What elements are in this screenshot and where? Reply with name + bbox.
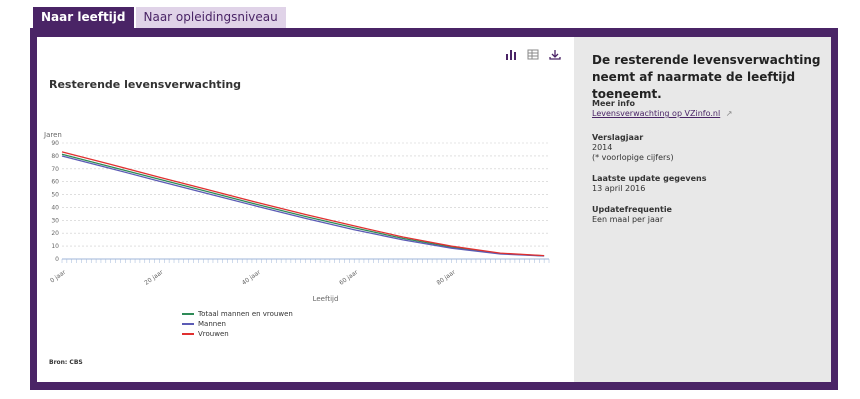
tab-naar-leeftijd[interactable]: Naar leeftijd (33, 7, 134, 28)
series-line-mannen (61, 155, 545, 257)
legend-item-vrouwen[interactable]: Vrouwen (182, 329, 293, 339)
legend-label: Vrouwen (198, 330, 229, 338)
update-label: Laatste update gegevens (592, 174, 707, 183)
tab-naar-opleidingsniveau[interactable]: Naar opleidingsniveau (135, 7, 286, 28)
meer-info-label: Meer info (592, 99, 635, 108)
legend-item-mannen[interactable]: Mannen (182, 319, 293, 329)
source-note: Bron: CBS (49, 359, 83, 366)
x-tick-label: 0 jaar (49, 269, 68, 285)
download-icon[interactable] (548, 49, 562, 61)
external-link-icon: ↗ (725, 109, 733, 118)
chart-toolbar (504, 49, 562, 61)
x-tick-label: 40 jaar (241, 269, 263, 287)
meer-info-link-row: Levensverwachting op VZinfo.nl ↗ (592, 109, 732, 119)
y-tick-label: 80 (51, 153, 59, 160)
y-tick-label: 60 (51, 179, 59, 186)
update-value: 13 april 2016 (592, 184, 646, 193)
legend-item-totaal[interactable]: Totaal mannen en vrouwen (182, 309, 293, 319)
y-tick-label: 0 (55, 256, 59, 263)
series-line-vrouwen (61, 151, 545, 257)
series-line-totaal (61, 153, 545, 257)
table-icon[interactable] (526, 49, 540, 61)
meer-info-link[interactable]: Levensverwachting op VZinfo.nl (592, 109, 721, 118)
line-chart: Jaren 0 10 20 30 40 50 60 70 80 90 0 jaar 20 jaar 40 … (43, 131, 550, 303)
chart-panel: Resterende levensverwachting Jaren 0 10 20 3… (37, 37, 574, 382)
bar-chart-icon[interactable] (504, 49, 518, 61)
y-tick-label: 30 (51, 217, 59, 224)
legend-label: Totaal mannen en vrouwen (198, 310, 293, 318)
y-tick-label: 20 (51, 230, 59, 237)
info-panel: De resterende levensverwachting neemt af… (574, 37, 831, 382)
frequency-label: Updatefrequentie (592, 205, 672, 214)
legend-label: Mannen (198, 320, 226, 328)
y-tick-label: 50 (51, 192, 59, 199)
verslagjaar-label: Verslagjaar (592, 133, 644, 142)
meer-info-block: Meer info Levensverwachting op VZinfo.nl… (592, 99, 732, 119)
update-block: Laatste update gegevens 13 april 2016 (592, 174, 707, 194)
x-tick-label: 20 jaar (143, 269, 165, 287)
legend-swatch (182, 333, 194, 335)
verslagjaar-value: 2014 (592, 143, 613, 152)
x-axis-title: Leeftijd (313, 295, 339, 303)
y-tick-label: 10 (51, 243, 59, 250)
info-headline: De resterende levensverwachting neemt af… (592, 53, 821, 101)
verslagjaar-note: (* voorlopige cijfers) (592, 153, 674, 162)
chart-title: Resterende levensverwachting (49, 78, 242, 91)
frequency-block: Updatefrequentie Een maal per jaar (592, 205, 672, 225)
legend-swatch (182, 313, 194, 315)
x-tick-label: 80 jaar (436, 269, 458, 287)
tab-bar: Naar leeftijd Naar opleidingsniveau (33, 7, 288, 28)
y-tick-label: 40 (51, 204, 59, 211)
verslagjaar-block: Verslagjaar 2014 (* voorlopige cijfers) (592, 133, 674, 163)
y-axis-title: Jaren (43, 131, 62, 139)
chart-legend: Totaal mannen en vrouwen Mannen Vrouwen (182, 309, 293, 339)
y-tick-label: 70 (51, 166, 59, 173)
x-tick-label: 60 jaar (338, 269, 360, 287)
y-tick-label: 90 (51, 140, 59, 147)
frequency-value: Een maal per jaar (592, 215, 664, 224)
legend-swatch (182, 323, 194, 325)
